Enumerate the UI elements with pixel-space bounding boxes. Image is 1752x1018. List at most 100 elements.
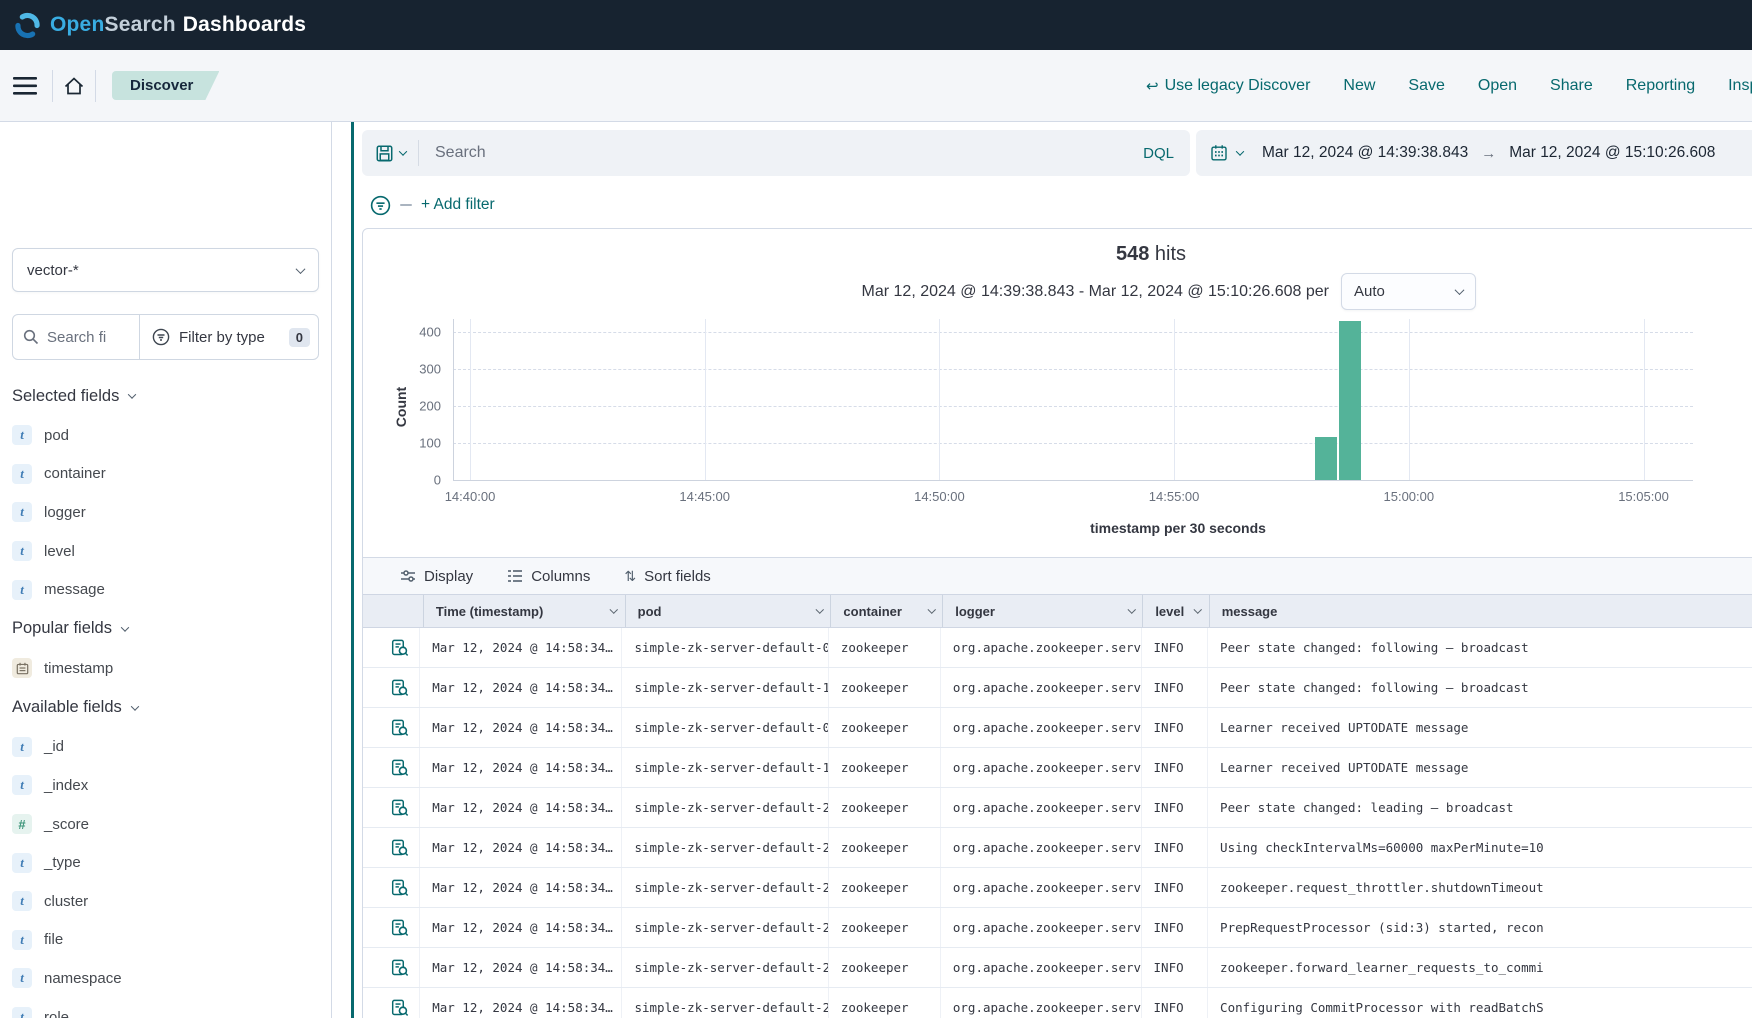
column-header-logger[interactable]: logger	[943, 595, 1143, 627]
menu-hamburger-icon[interactable]	[8, 69, 42, 103]
field-item-logger[interactable]: tlogger	[12, 493, 319, 532]
field-item-_score[interactable]: #_score	[12, 805, 319, 844]
column-header-time[interactable]: Time (timestamp)	[424, 595, 626, 627]
top-nav-item-save[interactable]: Save	[1408, 77, 1444, 95]
field-item-message[interactable]: tmessage	[12, 570, 319, 609]
field-search-input[interactable]	[47, 329, 117, 346]
field-item-namespace[interactable]: tnamespace	[12, 959, 319, 998]
top-nav-label: Share	[1550, 77, 1593, 95]
table-row: Mar 12, 2024 @ 14:58:34…simple-zk-server…	[363, 868, 1752, 908]
cell-pod: simple-zk-server-default-1	[622, 748, 828, 787]
interval-select[interactable]: Auto	[1341, 273, 1476, 310]
field-item-role[interactable]: trole	[12, 998, 319, 1018]
section-heading-available-fields[interactable]: Available fields	[12, 688, 319, 728]
field-item-_index[interactable]: t_index	[12, 766, 319, 805]
cell-time: Mar 12, 2024 @ 14:58:34…	[420, 788, 622, 827]
filter-circle-icon[interactable]	[370, 195, 391, 216]
display-button[interactable]: Display	[400, 568, 473, 585]
top-nav-item-new[interactable]: New	[1343, 77, 1375, 95]
opensearch-logo-icon[interactable]	[14, 12, 41, 39]
cell-level: INFO	[1142, 788, 1209, 827]
text-field-icon: t	[12, 464, 32, 484]
field-item-file[interactable]: tfile	[12, 921, 319, 960]
date-from[interactable]: Mar 12, 2024 @ 14:39:38.843	[1262, 144, 1468, 162]
row-control-cell	[381, 828, 420, 867]
field-item-_type[interactable]: t_type	[12, 843, 319, 882]
field-name: file	[44, 931, 63, 948]
home-icon[interactable]	[57, 69, 91, 103]
sort-fields-button[interactable]: ⇅Sort fields	[624, 568, 710, 585]
histogram-bar[interactable]	[1315, 437, 1337, 480]
field-item-_id[interactable]: t_id	[12, 728, 319, 767]
inspect-document-icon[interactable]	[391, 679, 409, 697]
cell-time: Mar 12, 2024 @ 14:58:34…	[420, 708, 622, 747]
table-toolbar: Display Columns ⇅Sort fields	[363, 557, 1752, 594]
x-axis-tick-label: 14:45:00	[679, 489, 730, 504]
column-header-pod[interactable]: pod	[626, 595, 832, 627]
section-heading-popular-fields[interactable]: Popular fields	[12, 609, 319, 649]
filter-by-type-button[interactable]: Filter by type 0	[140, 315, 318, 359]
column-header-level[interactable]: level	[1143, 595, 1209, 627]
field-search[interactable]	[13, 315, 140, 359]
field-item-timestamp[interactable]: timestamp	[12, 649, 319, 688]
sort-chevron-icon[interactable]	[1194, 606, 1202, 614]
row-control-cell	[381, 708, 420, 747]
table-row: Mar 12, 2024 @ 14:58:34…simple-zk-server…	[363, 668, 1752, 708]
fields-sidebar: vector-* Filter by type 0 Selected field…	[0, 122, 332, 1018]
top-nav-item-use-legacy-discover[interactable]: ↩Use legacy Discover	[1146, 77, 1310, 95]
x-axis-line	[453, 480, 1693, 481]
filter-bar: + Add filter	[370, 190, 495, 220]
discover-main: DQL Mar 12, 2024 @ 14:39:38.843 → Mar 12…	[362, 122, 1752, 1018]
sort-chevron-icon[interactable]	[928, 606, 936, 614]
date-picker[interactable]: Mar 12, 2024 @ 14:39:38.843 → Mar 12, 20…	[1196, 130, 1752, 176]
cell-level: INFO	[1142, 908, 1209, 947]
sort-chevron-icon[interactable]	[1128, 606, 1136, 614]
inspect-document-icon[interactable]	[391, 879, 409, 897]
field-item-cluster[interactable]: tcluster	[12, 882, 319, 921]
inspect-document-icon[interactable]	[391, 919, 409, 937]
query-language-button[interactable]: DQL	[1127, 145, 1190, 162]
sidebar-resize-handle[interactable]	[351, 122, 354, 1018]
top-nav-item-share[interactable]: Share	[1550, 77, 1593, 95]
cell-logger: org.apache.zookeeper.serv…	[941, 668, 1142, 707]
gridline-horizontal	[453, 332, 1693, 333]
field-item-pod[interactable]: tpod	[12, 416, 319, 455]
top-nav-item-inspect[interactable]: Inspect	[1728, 77, 1752, 95]
chevron-down-icon	[128, 390, 136, 398]
cell-logger: org.apache.zookeeper.serv…	[941, 948, 1142, 987]
breadcrumb[interactable]: Discover	[112, 71, 219, 100]
table-row: Mar 12, 2024 @ 14:58:34…simple-zk-server…	[363, 828, 1752, 868]
chevron-down-icon	[1455, 285, 1465, 295]
inspect-document-icon[interactable]	[391, 639, 409, 657]
date-to[interactable]: Mar 12, 2024 @ 15:10:26.608	[1509, 144, 1715, 162]
inspect-document-icon[interactable]	[391, 759, 409, 777]
saved-queries-button[interactable]	[362, 145, 418, 162]
text-field-icon: t	[12, 541, 32, 561]
column-header-container[interactable]: container	[831, 595, 943, 627]
top-nav-item-open[interactable]: Open	[1478, 77, 1517, 95]
sort-chevron-icon[interactable]	[610, 606, 618, 614]
inspect-document-icon[interactable]	[391, 799, 409, 817]
sort-chevron-icon[interactable]	[816, 606, 824, 614]
search-input[interactable]	[419, 144, 1127, 162]
histogram-bar[interactable]	[1339, 321, 1361, 480]
inspect-document-icon[interactable]	[391, 719, 409, 737]
top-nav-item-reporting[interactable]: Reporting	[1626, 77, 1695, 95]
index-pattern-selector[interactable]: vector-*	[12, 248, 319, 292]
field-filter-controls: Filter by type 0	[12, 314, 319, 360]
column-header-message[interactable]: message	[1210, 595, 1752, 627]
top-nav-label: Save	[1408, 77, 1444, 95]
field-list: Selected fieldstpodtcontainertloggertlev…	[12, 376, 319, 1018]
cell-message: Peer state changed: leading – broadcast	[1208, 788, 1752, 827]
column-header-label: logger	[955, 604, 995, 619]
inspect-document-icon[interactable]	[391, 999, 409, 1017]
inspect-document-icon[interactable]	[391, 839, 409, 857]
field-item-container[interactable]: tcontainer	[12, 455, 319, 494]
columns-button[interactable]: Columns	[507, 568, 590, 585]
field-name: logger	[44, 504, 86, 521]
inspect-document-icon[interactable]	[391, 959, 409, 977]
cell-pod: simple-zk-server-default-2	[622, 788, 828, 827]
add-filter-button[interactable]: + Add filter	[421, 196, 495, 214]
section-heading-selected-fields[interactable]: Selected fields	[12, 376, 319, 416]
field-item-level[interactable]: tlevel	[12, 532, 319, 571]
